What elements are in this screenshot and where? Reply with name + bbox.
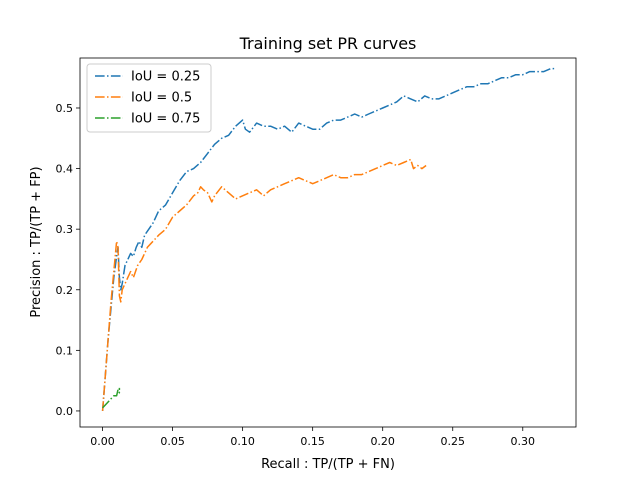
x-tick-label: 0.20 <box>370 435 395 448</box>
x-tick-label: 0.10 <box>230 435 255 448</box>
x-tick-label: 0.15 <box>300 435 325 448</box>
legend: IoU = 0.25 IoU = 0.5 IoU = 0.75 <box>86 63 212 133</box>
legend-label-2: IoU = 0.5 <box>131 91 192 106</box>
x-tick-label: 0.25 <box>440 435 465 448</box>
x-tick-label: 0.00 <box>90 435 115 448</box>
y-tick-label: 0.2 <box>56 284 74 297</box>
plot-area-frame <box>79 57 577 428</box>
y-axis-label: Precision : TP/(TP + FP) <box>29 166 44 317</box>
series-line-1 <box>101 67 555 411</box>
y-tick-label: 0.1 <box>56 344 74 357</box>
x-axis-ticks: 0.00 0.05 0.10 0.15 0.20 0.25 0.30 <box>90 427 535 448</box>
legend-label-1: IoU = 0.25 <box>131 70 200 85</box>
chart-title: Training set PR curves <box>239 34 417 53</box>
y-tick-label: 0.4 <box>56 163 74 176</box>
x-tick-label: 0.30 <box>511 435 536 448</box>
x-axis-label: Recall : TP/(TP + FN) <box>261 457 395 472</box>
y-tick-label: 0.0 <box>56 405 74 418</box>
y-tick-label: 0.5 <box>56 102 74 115</box>
legend-label-3: IoU = 0.75 <box>131 112 200 127</box>
legend-items: IoU = 0.25 IoU = 0.5 IoU = 0.75 <box>95 70 200 127</box>
y-axis-ticks: 0.0 0.1 0.2 0.3 0.4 0.5 <box>56 102 80 418</box>
x-tick-label: 0.05 <box>160 435 185 448</box>
y-tick-label: 0.3 <box>56 223 74 236</box>
series-line-3 <box>102 387 121 409</box>
series-line-2 <box>101 158 427 411</box>
legend-box <box>86 63 212 133</box>
series-layer <box>101 67 555 411</box>
